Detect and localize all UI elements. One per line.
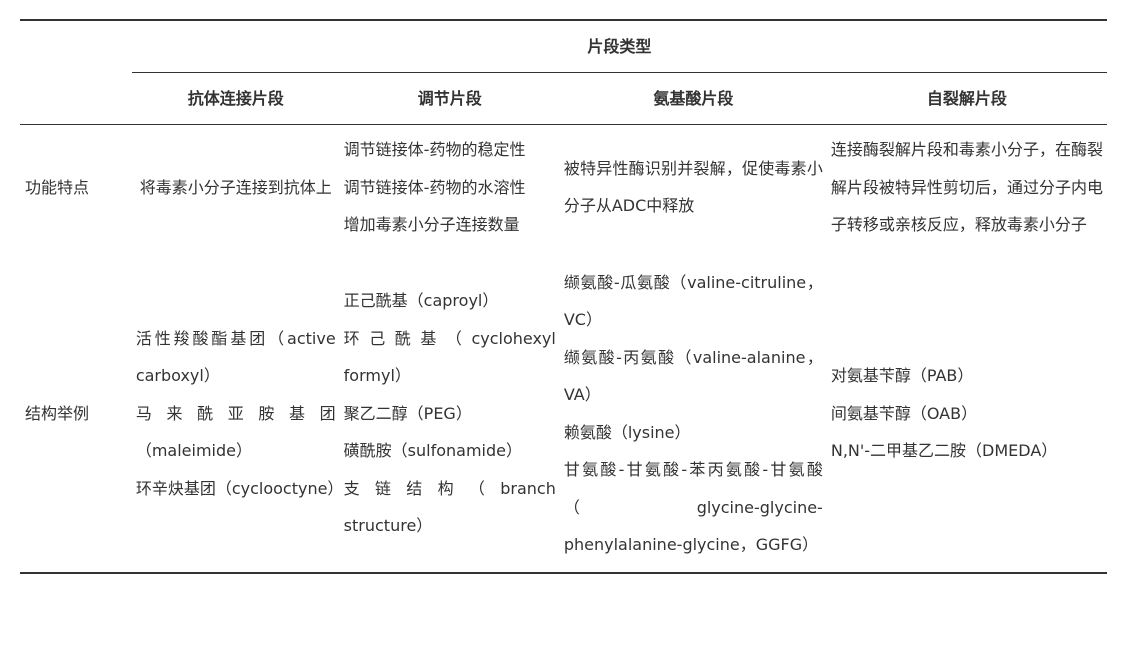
column-header: 自裂解片段 [926,88,1007,108]
cell-text: 聚乙二醇（PEG） [343,403,472,423]
cell-text: 连接酶裂解片段和毒素小分子，在酶裂解片段被特异性剪切后，通过分子内电子转移或亲核… [830,140,1103,234]
row-label: 结构举例 [25,403,90,423]
cell-text: 正己酰基（caproyl） [343,291,499,311]
cell-text: 增加毒素小分子连接数量 [343,215,520,234]
cell-text: 间氨基苄醇（OAB） [830,403,978,423]
cell-text: 甘氨酸-甘氨酸-苯丙氨酸-甘氨酸（glycine-glycine-phenyla… [563,460,823,554]
corner-cell [20,20,132,125]
table-cell: 调节链接体-药物的稳定性 调节链接体-药物的水溶性 增加毒素小分子连接数量 [340,125,560,250]
row-label: 功能特点 [25,177,90,197]
cell-text: 调节链接体-药物的水溶性 [343,177,526,197]
cell-text: 马来酰亚胺基团（maleimide） [135,403,336,461]
cell-text: 缬氨酸-瓜氨酸（valine-citruline，VC） [563,272,823,330]
table-row: 功能特点 将毒素小分子连接到抗体上 调节链接体-药物的稳定性 调节链接体-药物的… [20,125,1107,250]
cell-text: 支链结构（branch structure） [343,478,556,536]
cell-text: 活性羧酸酯基团（active carboxyl） [135,328,336,386]
fragment-type-table: 片段类型 抗体连接片段 调节片段 氨基酸片段 自裂解片段 功能特点 将毒素小分子… [20,19,1107,574]
group-header: 片段类型 [131,20,1107,73]
cell-text: 环辛炔基团（cyclooctyne） [135,478,344,498]
cell-text: 磺酰胺（sulfonamide） [343,441,522,461]
column-header: 抗体连接片段 [187,88,284,108]
column-header: 氨基酸片段 [653,88,734,108]
column-header: 调节片段 [417,88,482,108]
cell-text: 对氨基苄醇（PAB） [830,366,974,386]
cell-text: 将毒素小分子连接到抗体上 [139,177,332,197]
table-cell: 将毒素小分子连接到抗体上 [132,125,340,250]
table-cell: 对氨基苄醇（PAB） 间氨基苄醇（OAB） N,N'-二甲基乙二胺（DMEDA） [827,250,1107,573]
table-row: 结构举例 活性羧酸酯基团（active carboxyl） 马来酰亚胺基团（ma… [20,250,1107,573]
table-cell: 连接酶裂解片段和毒素小分子，在酶裂解片段被特异性剪切后，通过分子内电子转移或亲核… [827,125,1107,250]
cell-text: N,N'-二甲基乙二胺（DMEDA） [830,441,1058,461]
cell-text: 缬氨酸-丙氨酸（valine-alanine，VA） [563,347,823,405]
table-cell: 活性羧酸酯基团（active carboxyl） 马来酰亚胺基团（maleimi… [132,250,344,573]
cell-text: 赖氨酸（lysine） [563,422,691,442]
cell-text: 被特异性酶识别并裂解，促使毒素小分子从ADC中释放 [563,158,823,216]
cell-text: 环己酰基（cyclohexyl formyl） [343,328,556,386]
table-cell: 缬氨酸-瓜氨酸（valine-citruline，VC） 缬氨酸-丙氨酸（val… [560,250,827,573]
table-cell: 正己酰基（caproyl） 环己酰基（cyclohexyl formyl） 聚乙… [340,250,560,573]
cell-text: 调节链接体-药物的稳定性 [343,140,526,159]
table-cell: 被特异性酶识别并裂解，促使毒素小分子从ADC中释放 [560,125,827,250]
